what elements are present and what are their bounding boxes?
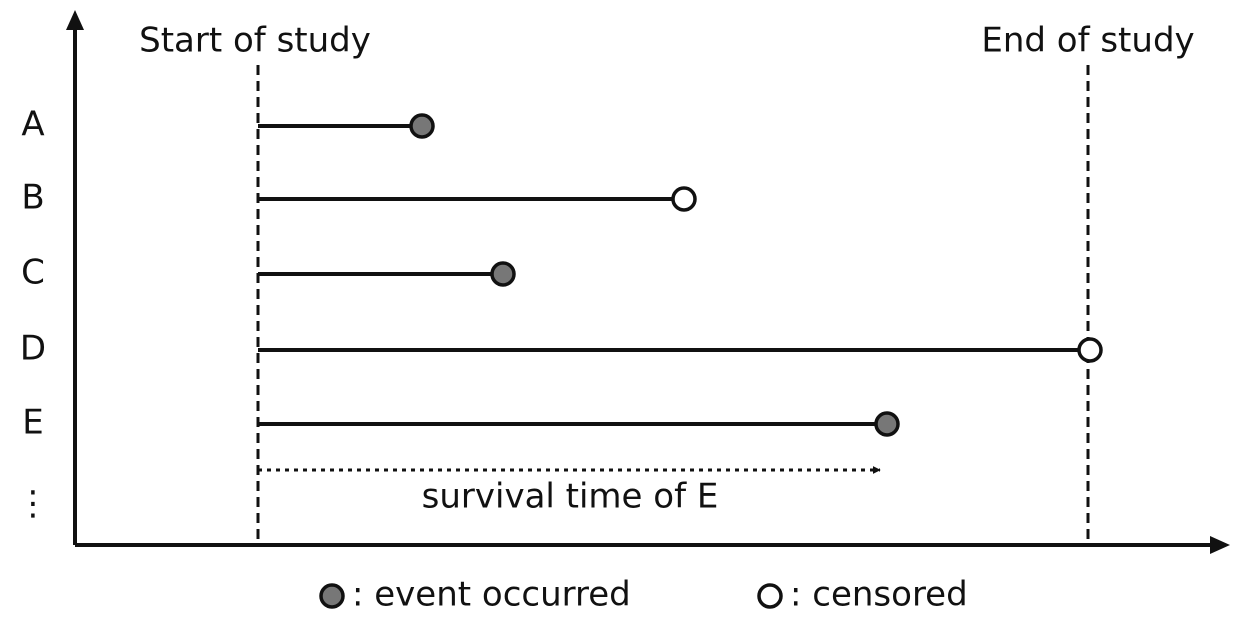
censored-marker bbox=[671, 186, 697, 212]
subject-label: A bbox=[21, 105, 44, 145]
subject-label: B bbox=[21, 178, 44, 218]
legend-censored-marker bbox=[757, 583, 783, 609]
subject-label: C bbox=[21, 253, 45, 293]
start-label: Start of study bbox=[139, 21, 371, 61]
end-label: End of study bbox=[981, 21, 1194, 61]
legend-event-marker bbox=[319, 583, 345, 609]
subject-label: ⋮ bbox=[16, 484, 50, 524]
x-axis-arrow bbox=[1210, 536, 1230, 554]
event-marker bbox=[409, 113, 435, 139]
event-marker bbox=[874, 411, 900, 437]
y-axis-arrow bbox=[66, 10, 84, 30]
subject-label: D bbox=[20, 329, 46, 369]
annotation: survival time of E bbox=[422, 477, 719, 517]
legend-event: : event occurred bbox=[352, 575, 631, 615]
subject-label: E bbox=[22, 403, 43, 443]
legend-censored: : censored bbox=[790, 575, 968, 615]
censored-marker bbox=[1077, 337, 1103, 363]
event-marker bbox=[490, 261, 516, 287]
